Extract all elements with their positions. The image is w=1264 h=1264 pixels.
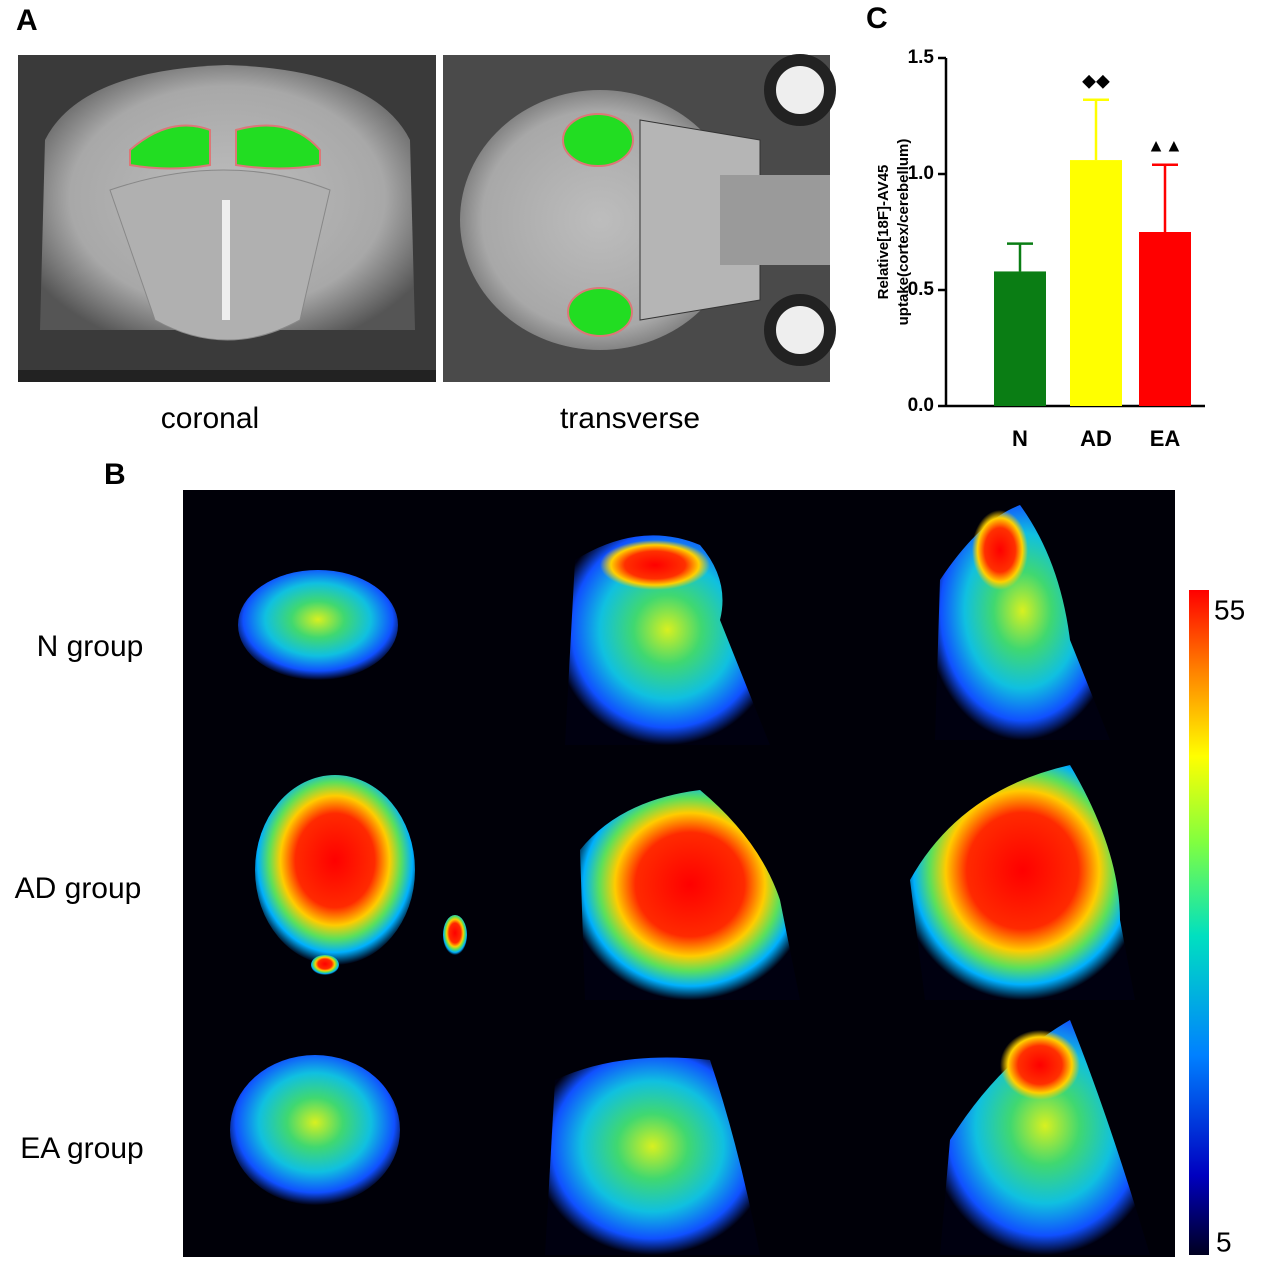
caption: coronal bbox=[161, 402, 259, 435]
colorbar-min: 5 bbox=[1216, 1226, 1232, 1257]
pet-images bbox=[183, 490, 1175, 1257]
x-tick-label: N bbox=[1012, 426, 1028, 451]
panel-label: B bbox=[104, 458, 126, 491]
significance-marker: ▲▲ bbox=[1147, 135, 1183, 155]
y-tick-label: 0.0 bbox=[908, 395, 934, 416]
caption: transverse bbox=[560, 402, 700, 435]
panel-label: A bbox=[16, 4, 38, 37]
bar bbox=[1070, 160, 1122, 406]
bar bbox=[994, 271, 1046, 406]
y-axis-label: uptake(cortex/cerebellum) bbox=[895, 139, 912, 326]
row-label: EA group bbox=[20, 1132, 143, 1165]
colorbar-max: 55 bbox=[1214, 594, 1245, 625]
y-axis-label: Relative[18F]-AV45 bbox=[875, 165, 892, 300]
bar-chart: 0.0 0.5 1.0 1.5 Relative[18F]-AV45 uptake(cor… bbox=[875, 47, 1205, 451]
mri-transverse bbox=[443, 54, 836, 382]
x-tick-label: AD bbox=[1080, 426, 1112, 451]
significance-marker: ◆◆ bbox=[1082, 71, 1110, 91]
panel-label: C bbox=[866, 2, 888, 35]
y-tick-label: 0.5 bbox=[908, 279, 935, 300]
mri-coronal bbox=[18, 55, 436, 382]
y-tick-label: 1.0 bbox=[908, 163, 934, 184]
row-label: N group bbox=[37, 630, 144, 663]
x-tick-label: EA bbox=[1150, 426, 1181, 451]
colorbar bbox=[1189, 590, 1209, 1255]
bar bbox=[1139, 232, 1191, 406]
y-tick-label: 1.5 bbox=[908, 47, 935, 68]
row-label: AD group bbox=[15, 872, 142, 905]
